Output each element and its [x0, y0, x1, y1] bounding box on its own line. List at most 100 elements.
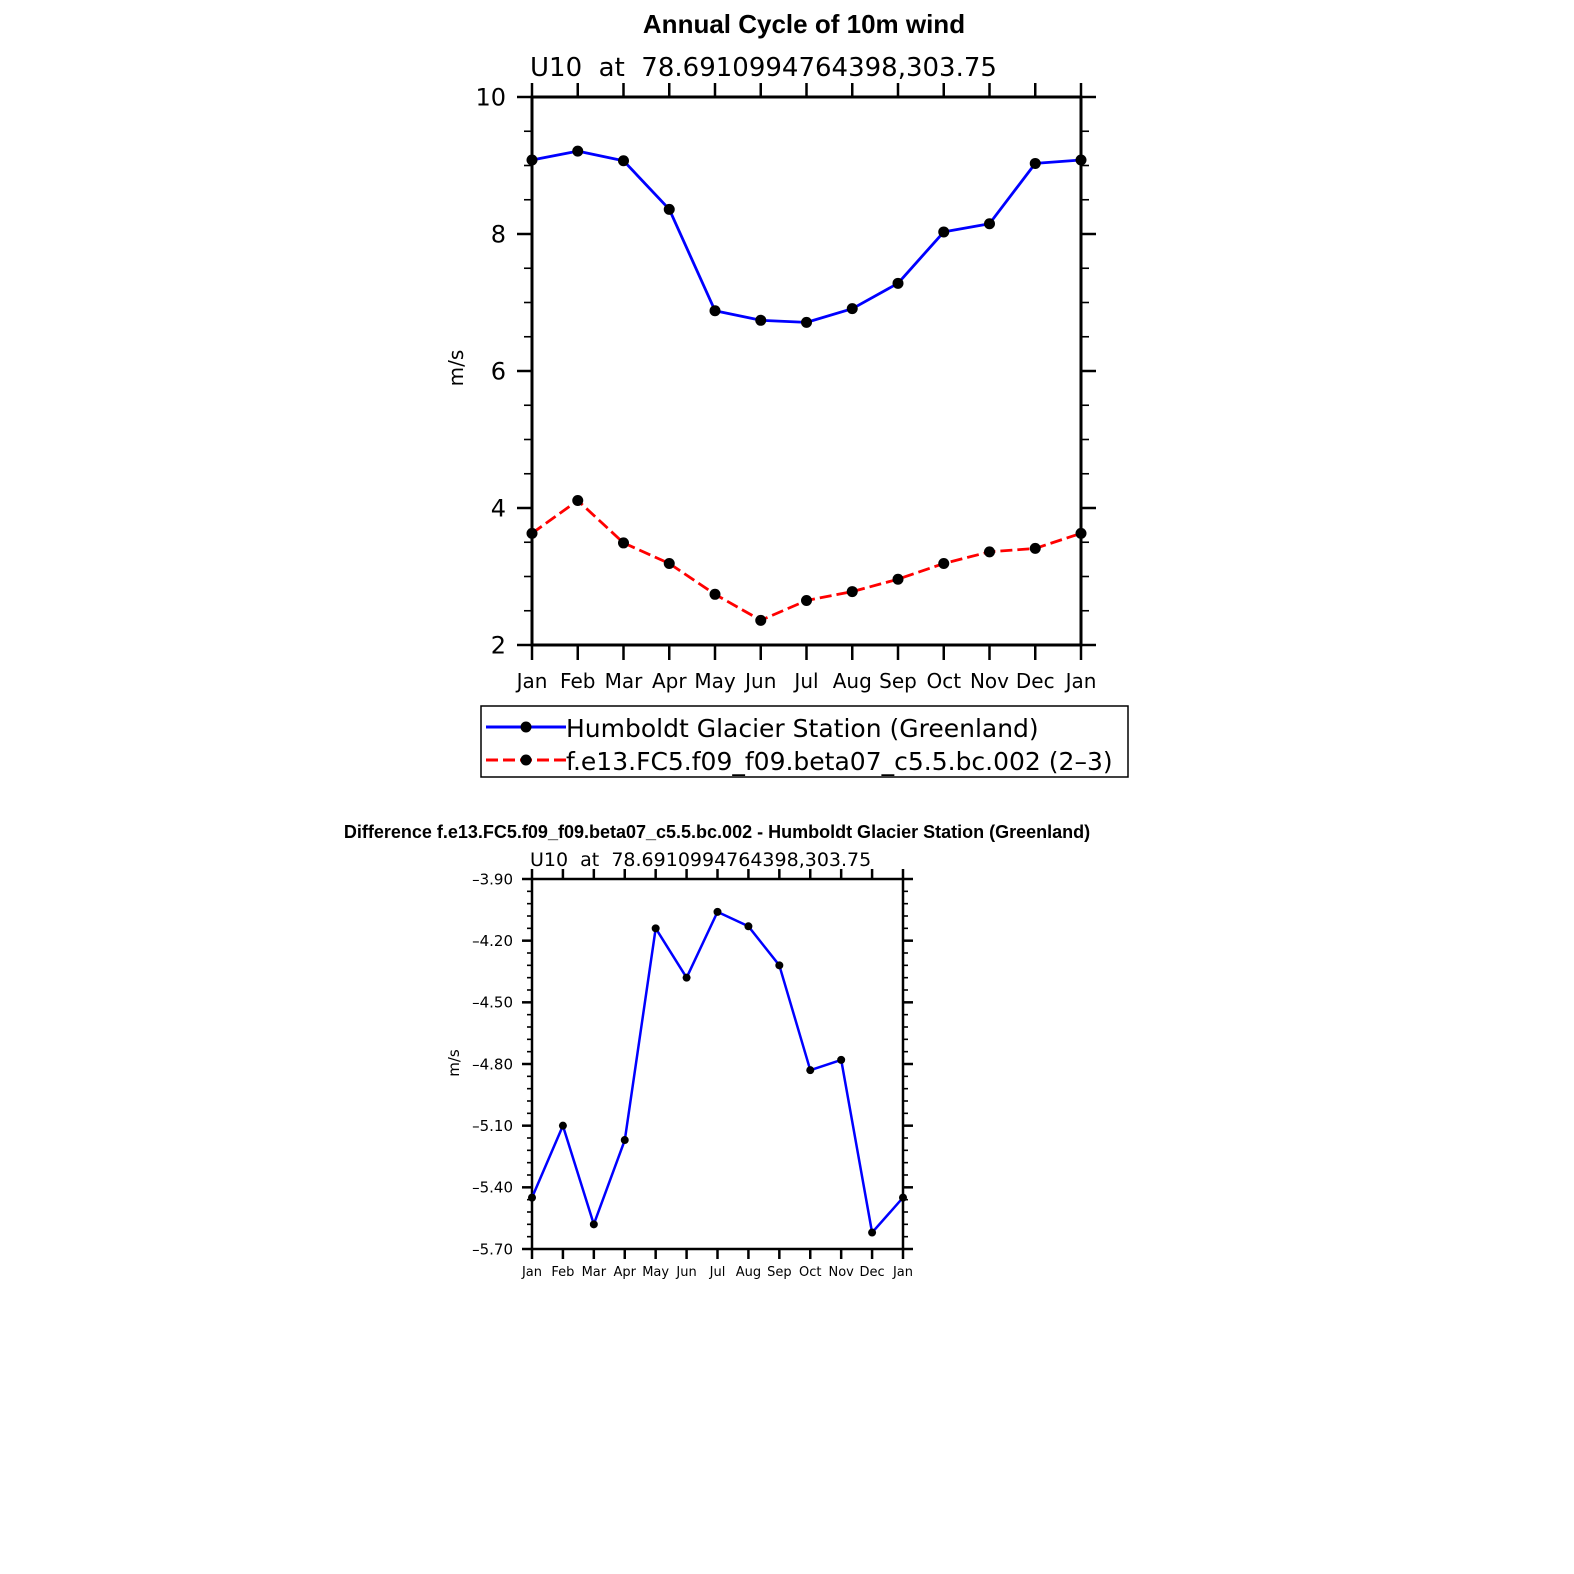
chart-subtitle: U10 at 78.6910994764398,303.75	[530, 53, 997, 83]
legend-label-humboldt: Humboldt Glacier Station (Greenland)	[566, 714, 1039, 743]
data-point	[526, 527, 538, 539]
legend: Humboldt Glacier Station (Greenland) f.e…	[480, 705, 1129, 778]
data-point	[1029, 542, 1041, 554]
data-point	[713, 907, 722, 916]
data-point	[984, 218, 995, 230]
data-point	[682, 973, 691, 982]
x-tick-label: Jan	[515, 669, 548, 693]
legend-marker-model	[520, 754, 532, 766]
data-point	[846, 303, 858, 315]
x-tick-label: Jun	[743, 669, 776, 693]
data-point	[618, 155, 629, 167]
legend-box	[480, 705, 1129, 778]
legend-label-model: f.e13.FC5.f09_f09.beta07_c5.5.bc.002 (2–…	[566, 747, 1113, 776]
data-point	[651, 924, 660, 933]
chart-title: Difference f.e13.FC5.f09_f09.beta07_c5.5…	[344, 822, 1090, 842]
x-tick-label: May	[642, 1265, 669, 1280]
data-point	[938, 557, 950, 569]
series-line-0	[530, 910, 904, 1234]
x-tick-label: Apr	[652, 669, 687, 693]
legend-marker-humboldt	[520, 721, 532, 733]
x-tick-label: Oct	[799, 1265, 821, 1280]
data-point	[801, 594, 812, 606]
y-tick-label: –4.50	[472, 994, 513, 1012]
data-point	[663, 557, 675, 569]
data-point	[558, 1121, 567, 1130]
data-point	[618, 537, 629, 549]
x-tick-labels: Jan Feb Mar Apr May Jun Jul Aug Sep Oct Nov Dec Jan	[515, 669, 1097, 693]
plot-frame	[530, 877, 905, 1251]
data-point	[868, 1228, 877, 1237]
legend-entry-humboldt: Humboldt Glacier Station (Greenland)	[486, 714, 1039, 743]
y-tick-labels: –3.90 –4.20 –4.50 –4.80 –5.10 –5.40 –5.70	[472, 870, 513, 1258]
x-tick-label: Oct	[926, 669, 961, 693]
data-point	[744, 922, 753, 931]
y-tick-label: 8	[491, 221, 506, 249]
annual-cycle-chart: Annual Cycle of 10m wind U10 at 78.69109…	[444, 9, 1129, 778]
plot-axes	[522, 869, 913, 1259]
difference-chart: Difference f.e13.FC5.f09_f09.beta07_c5.5…	[344, 822, 1090, 1280]
y-tick-label: 10	[475, 84, 506, 112]
x-tick-label: Dec	[1016, 669, 1055, 693]
data-point	[755, 614, 767, 626]
series-layer	[526, 145, 1087, 626]
x-tick-label: Feb	[560, 669, 595, 693]
x-tick-label: Aug	[833, 669, 872, 693]
y-tick-label: –5.40	[472, 1179, 513, 1197]
y-axis-label: m/s	[444, 350, 468, 387]
y-tick-label: –5.70	[472, 1240, 513, 1258]
x-tick-label: Sep	[767, 1265, 792, 1280]
data-point	[620, 1136, 629, 1145]
y-tick-label: –4.20	[472, 932, 513, 950]
data-point	[984, 546, 995, 558]
data-point	[663, 203, 675, 215]
y-tick-labels: 10 8 6 4 2	[475, 84, 506, 660]
data-point	[1075, 527, 1087, 539]
y-tick-label: 6	[491, 358, 506, 386]
x-tick-label: Jan	[892, 1265, 913, 1280]
data-point	[892, 573, 904, 585]
data-point	[806, 1066, 815, 1075]
x-tick-label: Dec	[860, 1265, 885, 1280]
x-tick-label: Apr	[614, 1265, 637, 1280]
x-tick-label: May	[694, 669, 736, 693]
series-layer	[528, 907, 907, 1237]
legend-entry-model: f.e13.FC5.f09_f09.beta07_c5.5.bc.002 (2–…	[486, 747, 1113, 776]
y-tick-label: 2	[491, 632, 506, 660]
data-point	[1075, 154, 1087, 166]
x-tick-label: Aug	[736, 1265, 761, 1280]
x-tick-label: Jan	[521, 1265, 542, 1280]
data-point	[572, 145, 584, 157]
data-point	[801, 316, 812, 328]
x-tick-label: Sep	[879, 669, 917, 693]
data-point	[755, 314, 767, 326]
chart-subtitle: U10 at 78.6910994764398,303.75	[530, 849, 871, 871]
x-tick-label: Nov	[828, 1265, 854, 1280]
plot-axes	[517, 83, 1096, 660]
y-tick-label: –4.80	[472, 1055, 513, 1073]
data-point	[526, 154, 538, 166]
data-point	[837, 1055, 846, 1064]
data-point	[846, 586, 858, 598]
data-point	[775, 961, 784, 970]
y-tick-label: –5.10	[472, 1117, 513, 1135]
x-tick-label: Mar	[605, 669, 644, 693]
data-point	[1029, 157, 1041, 169]
y-tick-label: 4	[491, 495, 506, 523]
x-tick-label: Jul	[792, 669, 818, 693]
data-point	[709, 588, 721, 600]
data-point	[899, 1193, 907, 1202]
x-tick-label: Nov	[970, 669, 1009, 693]
chart-title: Annual Cycle of 10m wind	[643, 9, 965, 39]
x-tick-label: Jun	[675, 1265, 696, 1280]
x-tick-label: Jan	[1064, 669, 1097, 693]
x-tick-label: Feb	[551, 1265, 574, 1280]
x-tick-label: Jul	[709, 1265, 726, 1280]
y-axis-label: m/s	[445, 1049, 463, 1077]
data-point	[709, 305, 721, 317]
x-tick-labels: Jan Feb Mar Apr May Jun Jul Aug Sep Oct Nov Dec Jan	[521, 1265, 913, 1280]
x-tick-label: Mar	[582, 1265, 607, 1280]
plot-frame	[530, 95, 1083, 647]
y-tick-label: –3.90	[472, 870, 513, 888]
